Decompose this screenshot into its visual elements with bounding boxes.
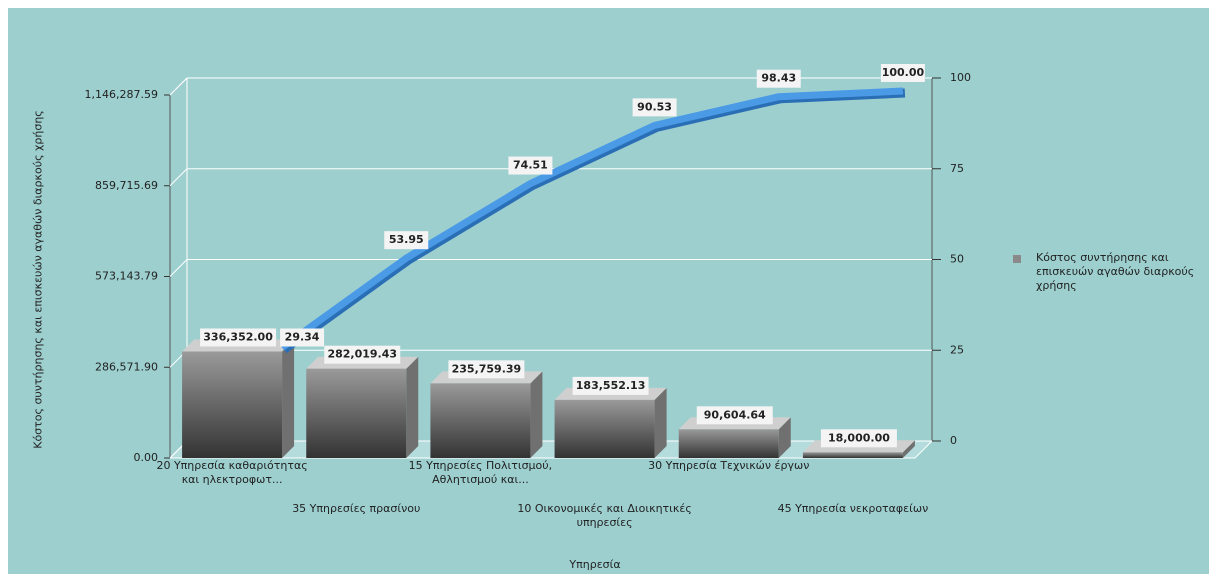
bar <box>430 383 531 458</box>
data-label: 74.51 <box>513 159 548 172</box>
y-tick-label: 286,571.90 <box>95 360 158 373</box>
chart-area: 0.00 286,571.90 573,143.79 859,715.69 1,146,… <box>8 8 1209 574</box>
legend-swatch <box>1013 255 1021 263</box>
bar <box>182 351 283 458</box>
bar <box>678 429 779 458</box>
bar <box>306 368 407 458</box>
bar-side <box>530 371 543 458</box>
chart: 0.00 286,571.90 573,143.79 859,715.69 1,146,… <box>85 64 1021 464</box>
data-label-box <box>384 231 429 250</box>
data-label-box <box>508 156 553 175</box>
data-label-box <box>448 360 525 379</box>
data-label-box <box>632 98 677 117</box>
data-label: 18,000.00 <box>828 431 890 444</box>
data-label: 90,604.64 <box>704 408 766 421</box>
y-axis-title: Κόστος συντήρησης και επισκευών αγαθών δ… <box>31 110 45 449</box>
bar-side <box>406 356 419 458</box>
y-tick-label: 859,715.69 <box>95 179 158 192</box>
data-label: 235,759.39 <box>452 362 522 375</box>
bar-side <box>778 417 791 458</box>
data-label-box <box>696 406 773 425</box>
x-tick-label: 30 Υπηρεσία Τεχνικών έργων <box>648 459 810 472</box>
y2-tick-label: 75 <box>950 162 964 175</box>
cumulative-line-shadow <box>281 88 906 354</box>
data-label: 100.00 <box>882 66 925 79</box>
x-tick-label: 20 Υπηρεσία καθαριότητας και ηλεκτροφωτ.… <box>156 459 308 486</box>
cumulative-line <box>280 87 904 351</box>
data-label-box <box>820 429 897 448</box>
data-label: 282,019.43 <box>327 348 397 361</box>
data-label-box <box>200 328 277 347</box>
y2-tick-label: 50 <box>950 253 964 266</box>
x-tick-label: 35 Υπηρεσίες πρασίνου <box>292 502 421 515</box>
data-label: 90.53 <box>637 100 672 113</box>
y2-tick-label: 0 <box>950 434 957 447</box>
data-label: 53.95 <box>389 233 424 246</box>
y-tick-label: 0.00 <box>134 451 159 464</box>
bar <box>554 399 655 458</box>
x-tick-label: 45 Υπηρεσία νεκροταφείων <box>777 502 929 515</box>
y-tick-label: 1,146,287.59 <box>85 88 158 101</box>
data-label: 183,552.13 <box>576 379 646 392</box>
legend-label: Κόστος συντήρησης και επισκευών αγαθών δ… <box>1036 251 1195 292</box>
data-label-box <box>324 345 401 364</box>
bar-side <box>282 339 295 458</box>
grid-line <box>169 259 188 277</box>
bar-side <box>902 440 915 458</box>
y2-tick-label: 25 <box>950 343 964 356</box>
x-tick-label: 10 Οικονομικές και Διοικητικές υπηρεσίες <box>517 502 692 529</box>
bar-side <box>654 387 667 458</box>
data-label: 336,352.00 <box>203 330 273 343</box>
grid-line <box>169 168 188 187</box>
grid-line <box>169 77 188 96</box>
data-label-box <box>572 376 649 395</box>
data-label: 98.43 <box>761 72 796 85</box>
y-tick-label: 573,143.79 <box>95 270 158 283</box>
x-tick-label: 15 Υπηρεσίες Πολιτισμού, Αθλητισμού και.… <box>408 459 553 486</box>
data-label-box <box>880 64 925 82</box>
data-label-box <box>280 328 325 347</box>
x-axis-title: Υπηρεσία <box>569 558 621 571</box>
bar <box>802 452 903 458</box>
data-label: 29.34 <box>285 330 320 343</box>
y2-tick-label: 100 <box>950 71 971 84</box>
data-label-box <box>756 69 801 88</box>
